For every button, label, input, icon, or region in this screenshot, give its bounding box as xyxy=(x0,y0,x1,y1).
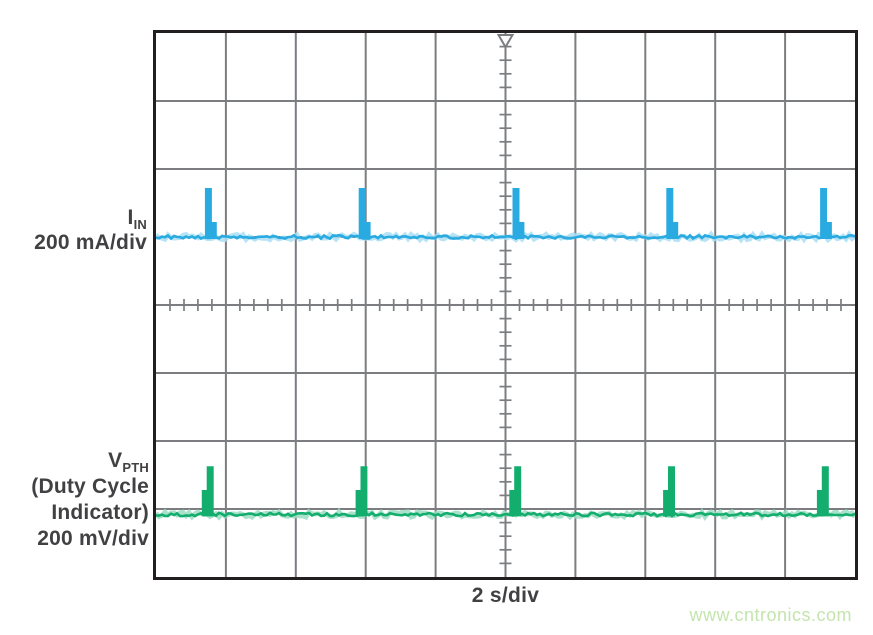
watermark-text: www.cntronics.com xyxy=(689,605,852,625)
channel2-desc-line2: Indicator) xyxy=(51,501,149,524)
channel1-label: IIN 200 mA/div xyxy=(0,205,147,255)
channel2-scale: 200 mV/div xyxy=(37,527,149,550)
oscilloscope-graticule xyxy=(153,30,858,580)
channel2-desc-line1: (Duty Cycle xyxy=(31,475,149,498)
channel2-symbol: VPTH xyxy=(108,449,149,476)
channel2-label: VPTH (Duty Cycle Indicator) 200 mV/div xyxy=(0,448,149,552)
channel1-symbol: IIN xyxy=(127,206,147,233)
channel1-scale: 200 mA/div xyxy=(34,231,147,254)
waveform-plot xyxy=(156,33,855,577)
timebase-label: 2 s/div xyxy=(471,584,540,607)
